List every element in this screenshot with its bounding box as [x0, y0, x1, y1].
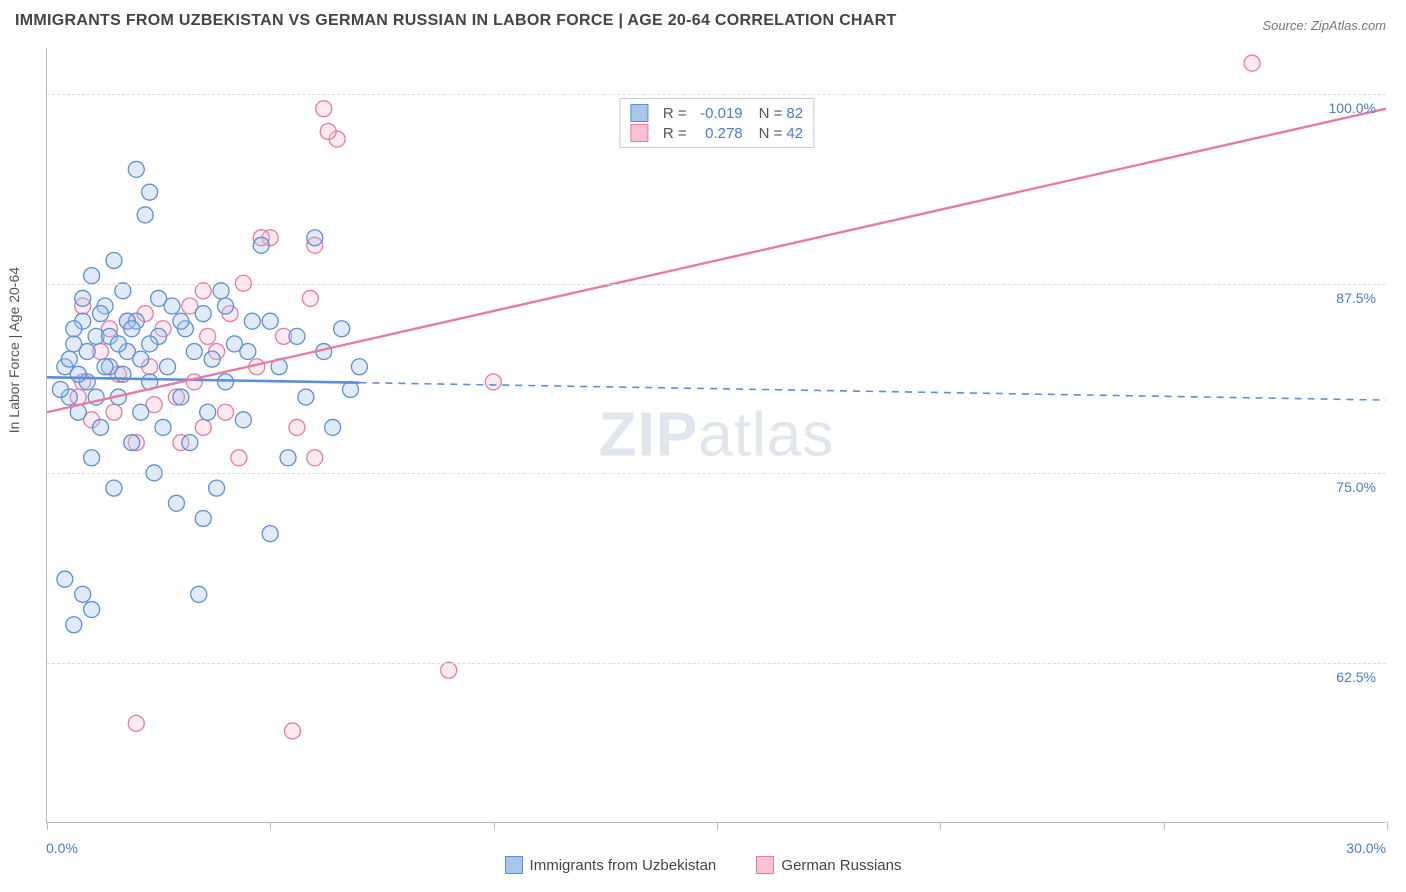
- n-label-1: N =: [759, 105, 783, 122]
- legend-item-2: German Russians: [756, 856, 901, 874]
- x-max-label: 30.0%: [1346, 840, 1386, 856]
- series-legend: Immigrants from Uzbekistan German Russia…: [0, 856, 1406, 878]
- legend-item-1: Immigrants from Uzbekistan: [505, 856, 717, 874]
- stats-row-1: R = -0.019 N = 82: [630, 103, 803, 123]
- y-tick-label: 87.5%: [1336, 290, 1376, 306]
- n-label-2: N =: [759, 125, 783, 142]
- swatch-series-1: [630, 104, 648, 122]
- y-tick-label: 62.5%: [1336, 669, 1376, 685]
- legend-label-2: German Russians: [781, 857, 901, 874]
- r-value-2: 0.278: [687, 125, 743, 142]
- y-tick-label: 75.0%: [1336, 479, 1376, 495]
- chart-container: IMMIGRANTS FROM UZBEKISTAN VS GERMAN RUS…: [0, 0, 1406, 892]
- legend-label-1: Immigrants from Uzbekistan: [530, 857, 717, 874]
- x-min-label: 0.0%: [46, 840, 78, 856]
- r-label-1: R =: [663, 105, 687, 122]
- n-value-2: 42: [786, 125, 803, 142]
- legend-swatch-2: [756, 856, 774, 874]
- y-axis-label: In Labor Force | Age 20-64: [6, 267, 22, 433]
- stats-row-2: R = 0.278 N = 42: [630, 123, 803, 143]
- y-tick-label: 100.0%: [1329, 100, 1376, 116]
- source-label: Source: ZipAtlas.com: [1262, 18, 1386, 33]
- swatch-series-2: [630, 124, 648, 142]
- plot-area: ZIPatlas R = -0.019 N = 82 R = 0.278 N =…: [46, 48, 1386, 823]
- r-label-2: R =: [663, 125, 687, 142]
- legend-swatch-1: [505, 856, 523, 874]
- scatter-svg: [47, 48, 1386, 822]
- chart-title: IMMIGRANTS FROM UZBEKISTAN VS GERMAN RUS…: [15, 12, 897, 30]
- n-value-1: 82: [786, 105, 803, 122]
- stats-legend: R = -0.019 N = 82 R = 0.278 N = 42: [619, 98, 814, 148]
- r-value-1: -0.019: [687, 105, 743, 122]
